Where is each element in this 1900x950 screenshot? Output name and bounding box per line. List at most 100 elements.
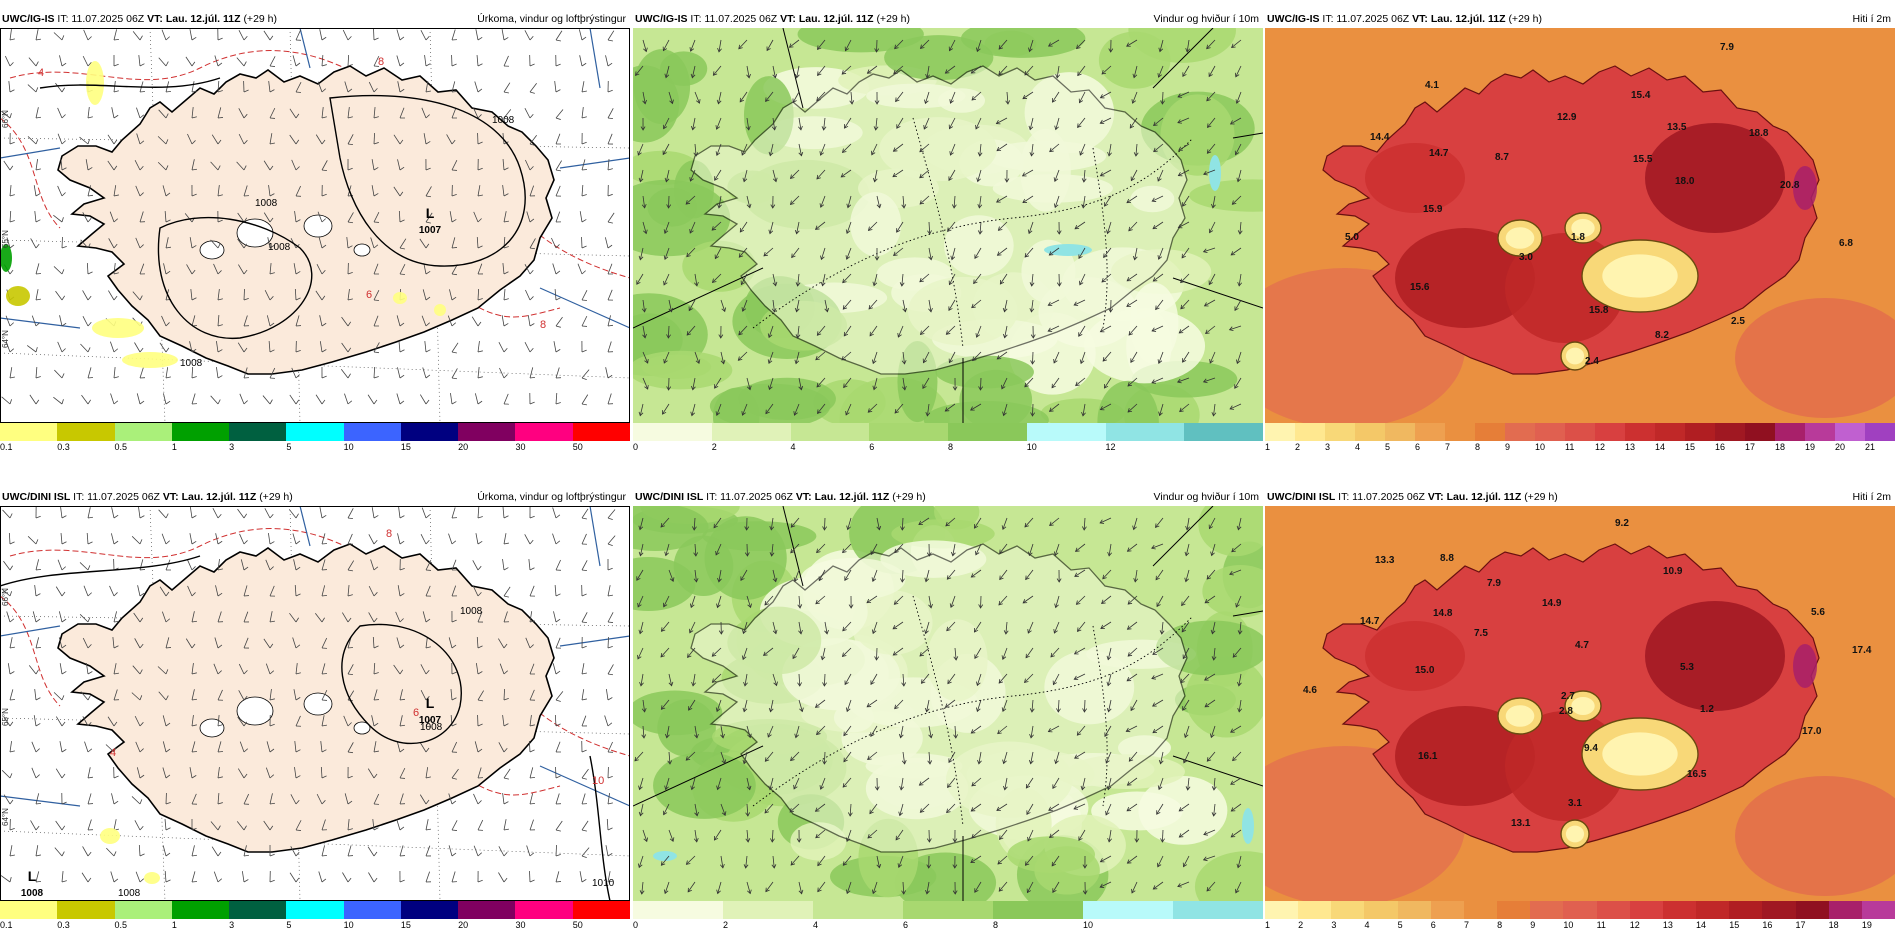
wind-barb	[660, 647, 670, 658]
wind-barb	[1211, 647, 1217, 661]
wind-barb	[947, 673, 956, 685]
wind-barb	[1029, 273, 1035, 287]
wind-barb	[162, 845, 171, 857]
temp-contour-label: 8	[540, 319, 546, 331]
wind-barb	[396, 55, 405, 67]
wind-barb	[471, 316, 482, 327]
color-scale-tick: 18	[1775, 442, 1786, 452]
wind-barb	[269, 367, 276, 379]
wind-barb	[553, 611, 561, 623]
wind-barb	[949, 143, 956, 156]
color-scale-swatch	[1385, 423, 1415, 441]
panel-wind-1: UWC/DINI ISL IT: 11.07.2025 06Z VT: Lau.…	[633, 488, 1263, 945]
wind-barb	[501, 29, 509, 41]
init-time: IT: 11.07.2025 06Z	[73, 491, 160, 503]
wind-barb	[977, 221, 983, 235]
wind-barb	[35, 107, 42, 119]
wind-barb	[555, 871, 562, 883]
color-scale-tick: 10	[1563, 920, 1574, 930]
wind-barb	[35, 793, 42, 805]
wind-barb	[33, 715, 41, 727]
wind-barb	[238, 30, 248, 41]
color-scale-tick: 2	[1298, 920, 1304, 930]
panel-title: Vindur og hviður í 10m	[1153, 491, 1259, 503]
wind-barb	[666, 377, 672, 391]
model-name: UWC/DINI ISL	[1267, 491, 1336, 503]
wind-barb	[1029, 699, 1035, 713]
latitude-label: 64°N	[1, 330, 10, 348]
wind-barb	[901, 673, 907, 687]
map-area[interactable]	[633, 506, 1263, 901]
panel-temp-1: UWC/DINI ISL IT: 11.07.2025 06Z VT: Lau.…	[1265, 488, 1895, 945]
init-time: IT: 11.07.2025 06Z	[706, 491, 793, 503]
map-area[interactable]: 1008 1008 1010 1008 8 6 10 4 L 1007 L 1008 66°N 65°N 6…	[0, 506, 630, 901]
wind-barb	[528, 559, 535, 571]
wind-barb	[213, 663, 222, 675]
wind-barb	[766, 39, 774, 52]
wind-barb	[892, 169, 904, 178]
wind-barb	[928, 299, 933, 313]
wind-barb	[1073, 647, 1086, 655]
wind-barb	[289, 612, 299, 623]
wind-barb	[919, 143, 930, 153]
wind-barb	[555, 637, 562, 649]
wind-barb	[607, 133, 614, 145]
wind-barb	[998, 65, 1008, 76]
wind-barb	[1052, 881, 1060, 893]
color-scale-swatch	[1026, 423, 1106, 441]
map-area[interactable]: 1008 1008 1008 1008 8 4 6 8 L 1007 66°N 65°N 64°N	[0, 28, 630, 423]
temperature-value: 20.8	[1780, 180, 1800, 191]
wind-barb	[419, 238, 430, 249]
wind-barb	[743, 855, 749, 869]
wind-barb	[607, 871, 613, 883]
wind-barb	[295, 820, 302, 831]
wind-barb	[764, 803, 774, 814]
wind-barb	[872, 377, 878, 391]
map-area[interactable]	[633, 28, 1263, 423]
wind-barb	[928, 595, 933, 609]
valid-time-label: VT:	[780, 13, 796, 25]
valid-time-label: VT:	[162, 491, 179, 503]
wind-barb	[243, 637, 250, 649]
wind-barb	[1207, 117, 1216, 128]
wind-barb	[1180, 273, 1190, 284]
wind-barb	[1152, 699, 1164, 707]
wind-barb	[217, 210, 223, 223]
wind-barb	[604, 715, 613, 727]
wind-barb	[295, 29, 302, 41]
wind-barb	[191, 871, 198, 883]
wind-barb	[162, 741, 171, 753]
wind-barb	[347, 54, 353, 67]
wind-barb	[950, 247, 956, 261]
wind-barb	[687, 647, 696, 659]
wind-barb	[581, 315, 588, 327]
wind-barb	[216, 341, 223, 353]
wind-barb	[874, 777, 880, 791]
wind-barb	[477, 690, 484, 702]
wind-barb	[1177, 221, 1190, 229]
map-area[interactable]: 9.2 13.3 8.8 7.9 10.9 14.7 14.8 14.9 5.6 7.5 4.7 17…	[1265, 506, 1895, 901]
wind-barb	[217, 28, 223, 41]
wind-barb	[83, 29, 92, 41]
wind-barb	[974, 247, 982, 260]
wind-barb	[1024, 377, 1034, 388]
wind-barb	[139, 211, 146, 223]
panel-header: UWC/DINI ISL IT: 11.07.2025 06Z VT: Lau.…	[0, 488, 630, 506]
wind-barb	[55, 820, 66, 831]
wind-barb	[87, 767, 93, 779]
wind-barb	[321, 533, 328, 545]
wind-barb	[1002, 325, 1008, 339]
wind-barb	[1206, 91, 1216, 102]
wind-barb	[1102, 351, 1112, 362]
wind-barb	[321, 845, 328, 857]
wind-barb	[788, 39, 800, 48]
wind-barb	[842, 621, 852, 632]
wind-barb	[294, 288, 301, 301]
wind-barb	[897, 855, 904, 868]
map-area[interactable]: 7.9 4.1 15.4 12.9 14.4 14.7 8.7 13.5 18.8 15.5 18.…	[1265, 28, 1895, 423]
wind-barb	[529, 135, 537, 146]
isobar-label: 1008	[460, 606, 483, 617]
temperature-value: 18.0	[1675, 176, 1695, 187]
wind-barb	[1001, 699, 1008, 713]
wind-barb	[975, 543, 982, 556]
